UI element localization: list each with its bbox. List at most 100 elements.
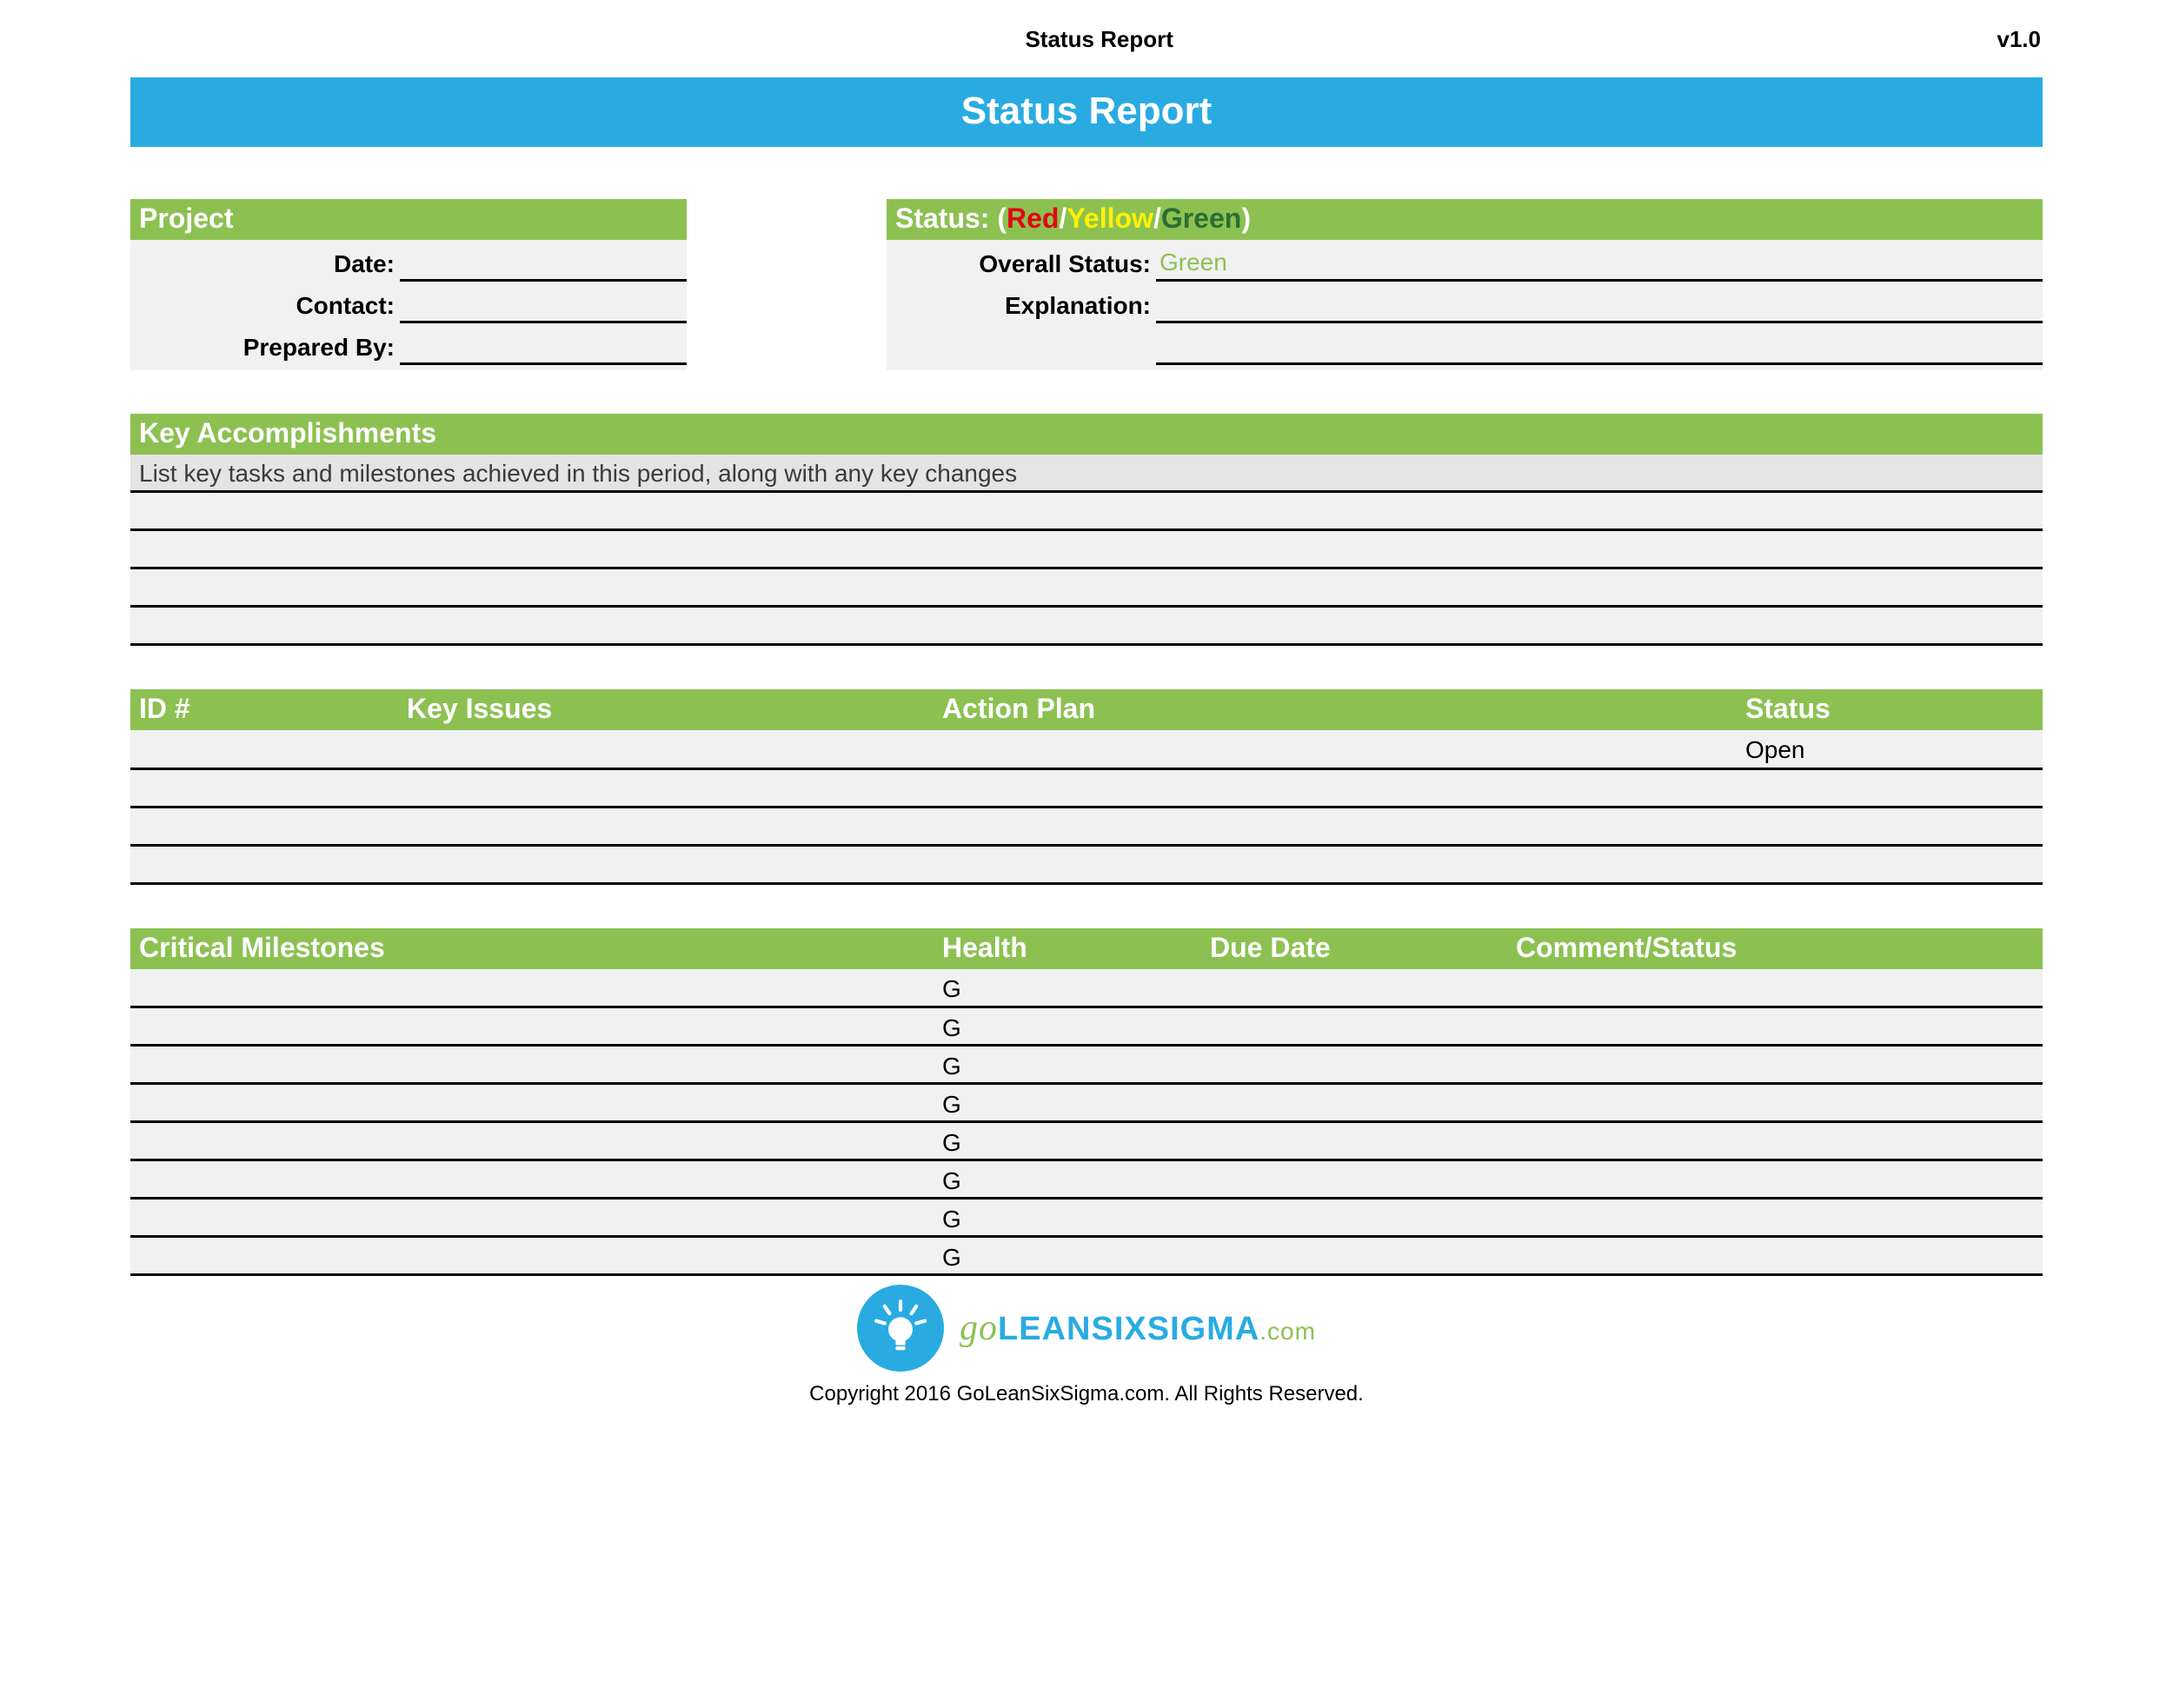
cell-milestone[interactable] (130, 1160, 934, 1199)
cell-issue[interactable] (398, 845, 934, 883)
col-id: ID # (130, 689, 398, 730)
document-header: Status Report v1.0 (130, 26, 2043, 77)
field-date: Date: (130, 240, 687, 282)
cell-issue[interactable] (398, 730, 934, 768)
cell-comment[interactable] (1507, 1084, 2043, 1122)
cell-status[interactable] (1737, 807, 2043, 845)
accomplishments-row[interactable] (130, 493, 2043, 531)
label-contact: Contact: (130, 292, 400, 323)
milestones-table: Critical Milestones Health Due Date Comm… (130, 928, 2043, 1277)
cell-id[interactable] (130, 807, 398, 845)
cell-health[interactable]: G (934, 1122, 1201, 1160)
field-overall-status: Overall Status: Green (887, 240, 2043, 282)
banner-title: Status Report (130, 77, 2043, 147)
cell-health[interactable]: G (934, 1007, 1201, 1046)
col-health: Health (934, 928, 1201, 969)
accomplishments-row[interactable] (130, 531, 2043, 569)
field-prepared-by: Prepared By: (130, 323, 687, 365)
value-date[interactable] (400, 249, 687, 282)
milestones-body: G G G G G G G G (130, 969, 2043, 1275)
project-status-row: Project Date: Contact: Prepared By: Stat… (130, 199, 2043, 370)
logo-dotcom: .com (1259, 1318, 1316, 1345)
cell-milestone[interactable] (130, 1199, 934, 1237)
milestones-row: G (130, 1084, 2043, 1122)
cell-comment[interactable] (1507, 969, 2043, 1007)
cell-action[interactable] (934, 807, 1737, 845)
cell-health[interactable]: G (934, 1084, 1201, 1122)
value-explanation-2[interactable] (1156, 332, 2043, 365)
cell-health[interactable]: G (934, 969, 1201, 1007)
cell-comment[interactable] (1507, 1160, 2043, 1199)
cell-health[interactable]: G (934, 1160, 1201, 1199)
cell-id[interactable] (130, 768, 398, 807)
logo-go: go (960, 1308, 998, 1348)
cell-action[interactable] (934, 768, 1737, 807)
cell-due[interactable] (1201, 1199, 1507, 1237)
accomplishments-row[interactable] (130, 608, 2043, 646)
cell-status[interactable] (1737, 845, 2043, 883)
status-slash-2: / (1153, 203, 1161, 235)
cell-action[interactable] (934, 730, 1737, 768)
cell-health[interactable]: G (934, 1237, 1201, 1275)
header-title: Status Report (202, 26, 1997, 53)
value-overall-status[interactable]: Green (1156, 249, 2043, 282)
milestones-row: G (130, 1046, 2043, 1084)
logo-lean: LEANSIXSIGMA (998, 1311, 1259, 1347)
value-contact[interactable] (400, 290, 687, 323)
cell-milestone[interactable] (130, 969, 934, 1007)
cell-due[interactable] (1201, 1046, 1507, 1084)
milestones-row: G (130, 1007, 2043, 1046)
cell-id[interactable] (130, 845, 398, 883)
cell-milestone[interactable] (130, 1237, 934, 1275)
logo-text: goLEANSIXSIGMA.com (960, 1307, 1316, 1349)
field-explanation: Explanation: (887, 282, 2043, 323)
cell-due[interactable] (1201, 969, 1507, 1007)
value-explanation[interactable] (1156, 290, 2043, 323)
accomplishments-section: Key Accomplishments List key tasks and m… (130, 414, 2043, 646)
accomplishments-hint: List key tasks and milestones achieved i… (130, 455, 2043, 493)
project-heading: Project (130, 199, 687, 240)
cell-status[interactable]: Open (1737, 730, 2043, 768)
cell-action[interactable] (934, 845, 1737, 883)
cell-id[interactable] (130, 730, 398, 768)
accomplishments-row[interactable] (130, 569, 2043, 608)
cell-health[interactable]: G (934, 1046, 1201, 1084)
footer-logo: goLEANSIXSIGMA.com (130, 1285, 2043, 1372)
cell-milestone[interactable] (130, 1084, 934, 1122)
cell-comment[interactable] (1507, 1237, 2043, 1275)
cell-issue[interactable] (398, 768, 934, 807)
cell-milestone[interactable] (130, 1046, 934, 1084)
cell-due[interactable] (1201, 1084, 1507, 1122)
cell-comment[interactable] (1507, 1122, 2043, 1160)
col-key-issues: Key Issues (398, 689, 934, 730)
header-version: v1.0 (1997, 26, 2041, 53)
label-date: Date: (130, 250, 400, 282)
cell-comment[interactable] (1507, 1007, 2043, 1046)
cell-status[interactable] (1737, 768, 2043, 807)
status-suffix: ) (1241, 203, 1251, 235)
issues-body: Open (130, 730, 2043, 883)
field-explanation-2 (887, 323, 2043, 365)
issues-table: ID # Key Issues Action Plan Status Open (130, 689, 2043, 885)
cell-due[interactable] (1201, 1122, 1507, 1160)
project-fields: Date: Contact: Prepared By: (130, 240, 687, 370)
cell-due[interactable] (1201, 1160, 1507, 1199)
status-heading: Status: (Red/Yellow/Green) (887, 199, 2043, 240)
cell-milestone[interactable] (130, 1007, 934, 1046)
cell-milestone[interactable] (130, 1122, 934, 1160)
cell-due[interactable] (1201, 1237, 1507, 1275)
cell-health[interactable]: G (934, 1199, 1201, 1237)
milestones-header-row: Critical Milestones Health Due Date Comm… (130, 928, 2043, 969)
issues-header-row: ID # Key Issues Action Plan Status (130, 689, 2043, 730)
issues-section: ID # Key Issues Action Plan Status Open (130, 689, 2043, 885)
lightbulb-icon (857, 1285, 944, 1372)
col-action-plan: Action Plan (934, 689, 1737, 730)
cell-comment[interactable] (1507, 1046, 2043, 1084)
cell-due[interactable] (1201, 1007, 1507, 1046)
cell-comment[interactable] (1507, 1199, 2043, 1237)
status-prefix: Status: ( (895, 203, 1007, 235)
cell-issue[interactable] (398, 807, 934, 845)
status-yellow-label: Yellow (1067, 203, 1153, 235)
label-prepared-by: Prepared By: (130, 334, 400, 365)
value-prepared-by[interactable] (400, 332, 687, 365)
